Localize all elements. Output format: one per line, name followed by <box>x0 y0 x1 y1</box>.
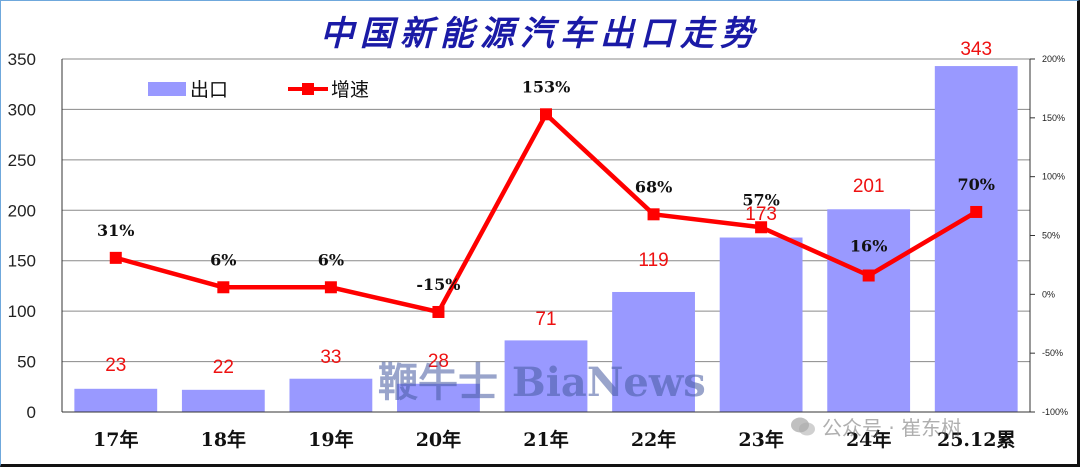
bar <box>934 66 1018 412</box>
line-marker <box>217 281 230 294</box>
growth-value-label: 68% <box>635 177 672 196</box>
line-series <box>109 108 983 318</box>
bar-value-label: 22 <box>213 357 234 378</box>
y2-tick-label: 100% <box>1042 172 1065 182</box>
y-tick-label: 100 <box>8 302 36 321</box>
x-tick-label: 17年 <box>93 428 138 451</box>
y-tick-label: 250 <box>8 151 36 170</box>
y-tick-label: 50 <box>17 353 36 372</box>
y-tick-label: 0 <box>27 403 36 422</box>
bar <box>719 237 803 412</box>
line-marker <box>970 205 983 218</box>
y2-tick-label: 200% <box>1042 54 1065 64</box>
y2-tick-label: -100% <box>1042 407 1068 417</box>
axes: 0 50 100 150 200 250 300 350 -100% -50% 0% 50% 100% 1… <box>8 50 1068 451</box>
line-marker <box>109 251 122 264</box>
y2-tick-label: 150% <box>1042 113 1065 123</box>
source-text: 公众号 · 崔东树 <box>822 416 962 440</box>
x-tick-label: 18年 <box>201 428 246 451</box>
legend: 出口 增速 <box>148 79 369 101</box>
wechat-icon <box>791 417 815 436</box>
y-tick-label: 300 <box>8 100 36 119</box>
bar <box>504 340 588 412</box>
bar-value-label: 343 <box>960 39 992 60</box>
bar <box>74 388 158 412</box>
y-tick-label: 150 <box>8 252 36 271</box>
y2-tick-label: 50% <box>1042 231 1060 241</box>
bar-series <box>74 66 1018 412</box>
line-marker <box>540 108 552 121</box>
x-tick-label: 21年 <box>523 428 568 451</box>
growth-value-label: 16% <box>850 237 887 256</box>
line-marker <box>647 208 660 221</box>
x-tick-label: 19年 <box>308 428 353 451</box>
chart-title: 中国新能源汽车出口走势 <box>320 14 760 54</box>
y-tick-label: 200 <box>8 201 36 220</box>
growth-value-label: -15% <box>416 275 460 294</box>
bar <box>181 389 265 412</box>
bar-value-label: 23 <box>105 355 126 376</box>
source-credit: 公众号 · 崔东树 <box>790 412 961 441</box>
bar <box>612 291 695 412</box>
x-tick-label: 20年 <box>416 428 461 451</box>
bar-value-label: 71 <box>535 309 556 330</box>
bar <box>289 378 373 412</box>
growth-value-label: 70% <box>957 175 994 194</box>
growth-value-label: 153% <box>522 77 571 96</box>
growth-value-label: 31% <box>97 221 134 240</box>
line-marker <box>324 281 337 294</box>
data-labels: 23 22 33 28 71 119 173 201 343 31% 6% 6% -15% 153% 68%… <box>97 39 995 378</box>
legend-label-growth: 增速 <box>331 79 369 101</box>
x-tick-label: 25.12累 <box>937 429 1016 451</box>
growth-value-label: 6% <box>210 250 236 269</box>
bar-value-label: 119 <box>638 250 668 271</box>
bar-value-label: 201 <box>853 176 885 197</box>
legend-line-marker <box>302 83 314 95</box>
y-tick-label: 350 <box>8 50 36 69</box>
y2-tick-label: -50% <box>1042 348 1063 358</box>
y2-tick-label: 0% <box>1042 289 1055 299</box>
bar <box>827 209 911 412</box>
x-tick-label: 23年 <box>738 428 783 451</box>
x-tick-label: 24年 <box>846 428 891 451</box>
watermark: 鞭牛士 BiaNews <box>378 359 706 406</box>
bar-value-label: 173 <box>745 204 777 225</box>
line-marker <box>755 221 768 234</box>
legend-bar-swatch <box>148 82 186 96</box>
line-marker <box>862 269 875 282</box>
growth-value-label: 6% <box>318 250 344 269</box>
legend-label-export: 出口 <box>190 79 228 101</box>
bar-value-label: 33 <box>320 347 341 368</box>
x-tick-label: 22年 <box>631 428 676 451</box>
bar <box>397 383 480 412</box>
line-marker <box>432 305 445 318</box>
bar-value-label: 28 <box>428 351 449 372</box>
growth-value-label: 57% <box>742 190 779 209</box>
